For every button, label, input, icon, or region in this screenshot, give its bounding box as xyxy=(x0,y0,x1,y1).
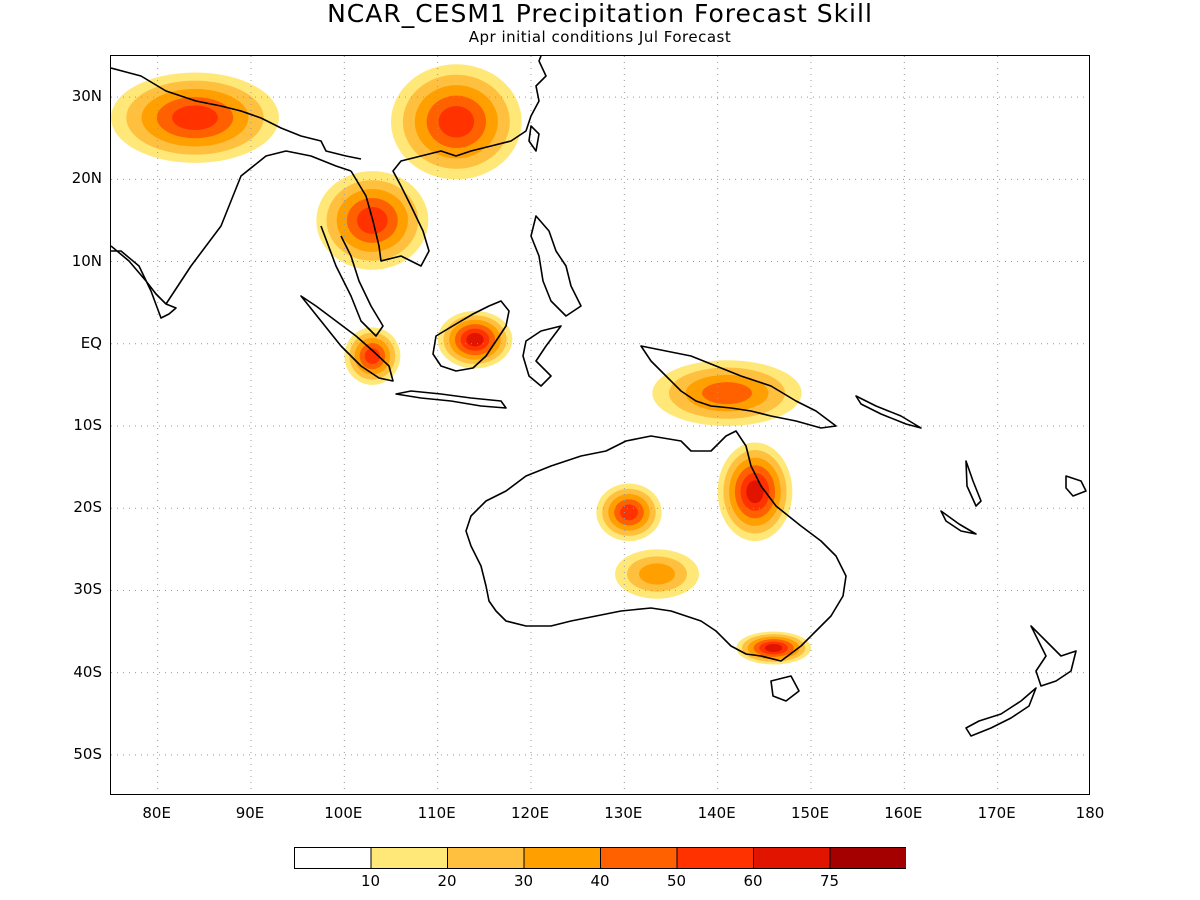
coastline-taiwan xyxy=(528,125,540,152)
skill-region-0-level-50 xyxy=(172,105,218,130)
coastline-solomons xyxy=(855,395,922,429)
map-canvas xyxy=(111,56,1089,794)
lat-tick-label: 10S xyxy=(73,416,102,434)
coastline-sumatra xyxy=(300,295,394,382)
lat-tick-label: EQ xyxy=(80,333,102,352)
graticule-layer xyxy=(111,56,1089,794)
skill-shading-layer xyxy=(111,64,812,665)
lon-tick-label: 140E xyxy=(697,804,736,822)
lon-tick-label: 100E xyxy=(324,804,363,822)
lat-tick-label: 30S xyxy=(73,580,102,599)
skill-region-6-level-50 xyxy=(620,504,638,521)
skill-region-1-level-50 xyxy=(438,106,475,138)
colorbar-label: 60 xyxy=(743,872,763,890)
skill-region-3-level-50 xyxy=(364,348,380,364)
map-title: NCAR_CESM1 Precipitation Forecast Skill xyxy=(327,0,873,28)
lon-tick-label: 80E xyxy=(142,804,171,822)
map-subtitle: Apr initial conditions Jul Forecast xyxy=(468,28,732,46)
colorbar-label: 75 xyxy=(819,872,840,890)
colorbar-box xyxy=(447,847,525,869)
lon-tick-label: 180 xyxy=(1075,804,1105,822)
lon-tick-label: 110E xyxy=(417,804,456,822)
map-panel xyxy=(110,55,1090,795)
lat-tick-label: 30N xyxy=(71,87,102,106)
lon-tick-label: 130E xyxy=(604,804,643,822)
skill-region-5-level-40 xyxy=(702,382,752,405)
lon-tick-label: 150E xyxy=(790,804,830,822)
skill-region-7-level-30 xyxy=(639,563,675,585)
skill-region-4-level-60 xyxy=(466,333,484,347)
lon-tick-label: 160E xyxy=(884,804,923,822)
coastline-nz-south xyxy=(965,687,1037,737)
lon-tick-label: 170E xyxy=(977,804,1016,822)
coastline-vanuatu xyxy=(965,460,982,507)
colorbar-box xyxy=(600,847,678,869)
colorbar-box xyxy=(370,847,448,869)
colorbar-box xyxy=(753,847,831,869)
skill-region-8-level-60 xyxy=(746,480,764,504)
coastline-indochina xyxy=(350,56,547,267)
coastline-new-guinea xyxy=(640,345,837,429)
colorbar-box xyxy=(829,847,906,869)
colorbar-label: 30 xyxy=(513,872,534,890)
coastline-philippines xyxy=(530,215,582,317)
coastline-nz-north xyxy=(1030,625,1077,687)
colorbar xyxy=(294,847,906,869)
coastline-fiji xyxy=(1065,475,1087,497)
colorbar-boxes xyxy=(294,847,906,869)
colorbar-box xyxy=(294,847,372,869)
coastline-new-caledonia xyxy=(940,510,977,535)
coastline-tasmania xyxy=(770,675,800,702)
lat-tick-label: 10N xyxy=(71,251,102,270)
lon-tick-label: 120E xyxy=(510,804,550,822)
lat-tick-label: 20N xyxy=(71,169,102,188)
coastline-australia xyxy=(465,430,847,662)
coastline-borneo xyxy=(432,300,510,372)
coastline-layer xyxy=(111,56,1087,737)
skill-region-9-level-60 xyxy=(765,644,783,652)
coastline-sulawesi xyxy=(522,325,562,387)
lat-tick-label: 50S xyxy=(73,744,102,763)
colorbar-box xyxy=(523,847,601,869)
lat-tick-label: 20S xyxy=(73,498,102,517)
lon-tick-label: 90E xyxy=(235,804,265,822)
colorbar-label: 50 xyxy=(666,872,687,890)
coastline-india xyxy=(111,245,177,319)
coastline-malay xyxy=(320,225,384,337)
border-himalaya xyxy=(111,67,362,160)
colorbar-label: 20 xyxy=(437,872,457,890)
colorbar-label: 10 xyxy=(360,872,381,890)
colorbar-label: 40 xyxy=(590,872,610,890)
coastline-bay-of-bengal xyxy=(165,150,352,305)
lat-tick-label: 40S xyxy=(73,662,102,681)
colorbar-box xyxy=(676,847,754,869)
coastline-java xyxy=(395,390,507,409)
